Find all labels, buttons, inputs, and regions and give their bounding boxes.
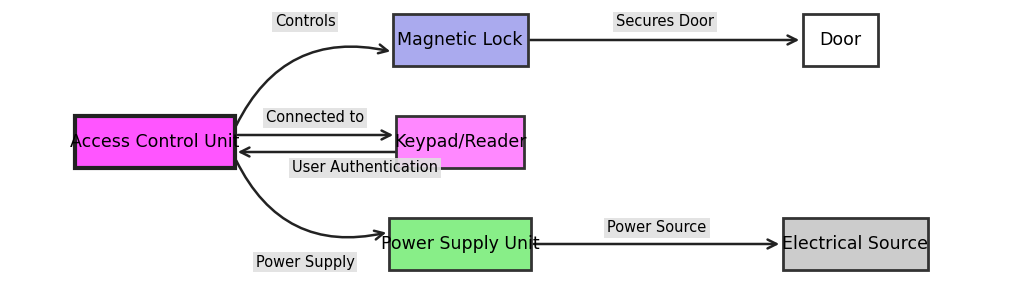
FancyBboxPatch shape: [782, 218, 928, 270]
FancyBboxPatch shape: [392, 14, 527, 66]
Text: User Authentication: User Authentication: [292, 160, 438, 176]
FancyBboxPatch shape: [396, 116, 524, 168]
FancyBboxPatch shape: [389, 218, 531, 270]
FancyBboxPatch shape: [75, 116, 234, 168]
Text: Connected to: Connected to: [266, 111, 365, 125]
FancyBboxPatch shape: [803, 14, 878, 66]
Text: Power Supply Unit: Power Supply Unit: [381, 235, 540, 253]
Text: Power Source: Power Source: [607, 221, 707, 235]
Text: Access Control Unit: Access Control Unit: [71, 133, 240, 151]
Text: Magnetic Lock: Magnetic Lock: [397, 31, 522, 49]
Text: Electrical Source: Electrical Source: [782, 235, 928, 253]
Text: Door: Door: [819, 31, 861, 49]
Text: Power Supply: Power Supply: [256, 255, 354, 270]
Text: Secures Door: Secures Door: [616, 15, 714, 30]
Text: Controls: Controls: [274, 15, 336, 30]
Text: Keypad/Reader: Keypad/Reader: [394, 133, 526, 151]
